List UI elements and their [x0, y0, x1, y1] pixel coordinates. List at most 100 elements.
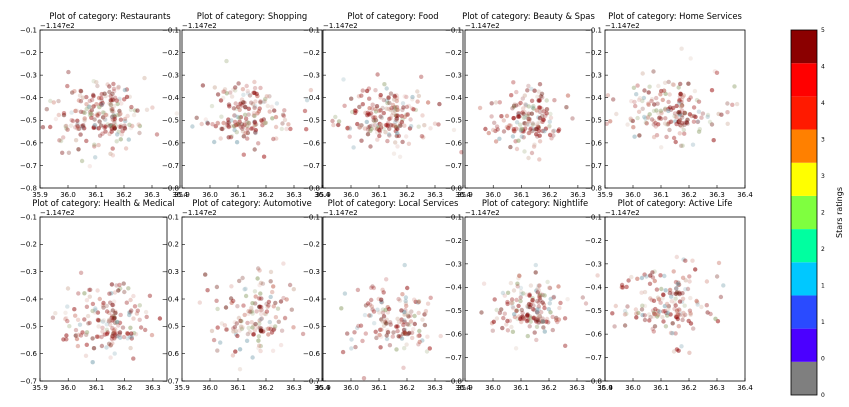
data-point — [261, 99, 266, 105]
data-point — [514, 308, 519, 313]
data-point — [667, 287, 673, 293]
data-point — [674, 121, 679, 127]
data-point — [625, 122, 630, 127]
data-point — [389, 113, 395, 118]
data-point — [87, 98, 93, 104]
data-point — [114, 333, 120, 339]
data-point — [103, 112, 109, 118]
data-point — [251, 323, 256, 328]
data-point — [534, 126, 539, 132]
data-point — [383, 320, 388, 326]
data-point — [671, 135, 677, 141]
data-point — [129, 308, 134, 313]
data-point — [523, 102, 529, 108]
data-point — [540, 300, 545, 305]
data-point — [349, 337, 354, 342]
y-tick-label: −0.1 — [303, 213, 320, 221]
data-point — [355, 325, 360, 331]
data-point — [84, 106, 89, 112]
data-point — [529, 111, 534, 116]
data-point — [386, 132, 392, 137]
data-point — [252, 79, 257, 85]
data-point — [636, 109, 642, 115]
data-point — [108, 102, 114, 107]
data-point — [392, 93, 397, 99]
data-point — [40, 125, 46, 130]
data-point — [341, 77, 346, 82]
subplot-title: Plot of category: Active Life — [618, 198, 733, 208]
data-point — [333, 114, 338, 120]
data-point — [112, 336, 117, 341]
data-point — [402, 312, 407, 317]
data-point — [129, 336, 134, 341]
data-point — [210, 122, 215, 127]
data-point — [272, 326, 277, 332]
data-point — [676, 119, 682, 124]
data-point — [109, 123, 114, 129]
data-point — [253, 130, 258, 136]
data-point — [246, 106, 251, 112]
data-point — [541, 109, 546, 114]
data-point — [284, 126, 289, 132]
data-point — [403, 298, 408, 304]
data-point — [420, 317, 425, 322]
data-point — [107, 101, 112, 106]
data-point — [691, 119, 697, 124]
data-point — [258, 85, 263, 91]
data-point — [136, 122, 141, 127]
data-point — [228, 296, 234, 301]
data-point — [651, 122, 656, 127]
data-point — [105, 82, 110, 87]
data-point — [276, 319, 281, 324]
data-point — [493, 100, 499, 105]
data-point — [436, 122, 441, 127]
data-point — [265, 304, 270, 310]
data-point — [680, 317, 685, 323]
data-point — [505, 299, 510, 305]
data-point — [78, 88, 83, 93]
data-point — [352, 108, 358, 113]
data-point — [250, 101, 256, 107]
y-tick-label: −0.7 — [303, 377, 320, 385]
data-point — [403, 301, 409, 306]
data-point — [109, 107, 114, 113]
data-point — [233, 101, 238, 106]
data-point — [534, 127, 539, 132]
data-point — [378, 114, 383, 119]
data-point — [128, 107, 134, 113]
data-point — [63, 315, 69, 321]
data-point — [256, 334, 262, 339]
data-point — [124, 94, 130, 100]
data-point — [705, 112, 711, 118]
data-point — [366, 112, 371, 117]
data-point — [274, 101, 280, 106]
data-point — [537, 139, 543, 144]
data-point — [86, 104, 91, 110]
data-point — [69, 118, 74, 123]
data-point — [390, 110, 396, 116]
data-point — [116, 129, 121, 134]
data-point — [387, 100, 392, 106]
data-point — [537, 109, 543, 115]
data-point — [688, 56, 693, 61]
data-point — [131, 356, 136, 361]
data-point — [677, 118, 683, 123]
data-point — [269, 324, 274, 329]
data-point — [672, 114, 677, 119]
data-point — [492, 297, 497, 302]
x-tick-label: 35.9 — [174, 191, 190, 199]
data-point — [405, 313, 411, 318]
data-point — [687, 112, 693, 117]
data-point — [671, 269, 676, 274]
data-point — [640, 312, 645, 318]
data-point — [695, 302, 700, 307]
data-point — [511, 306, 516, 311]
data-point — [362, 312, 368, 318]
colorbar-segment — [791, 328, 817, 362]
data-point — [233, 349, 238, 354]
data-point — [340, 349, 346, 355]
data-point — [535, 290, 540, 295]
data-point — [102, 125, 107, 130]
data-point — [61, 112, 67, 118]
data-point — [373, 329, 378, 334]
